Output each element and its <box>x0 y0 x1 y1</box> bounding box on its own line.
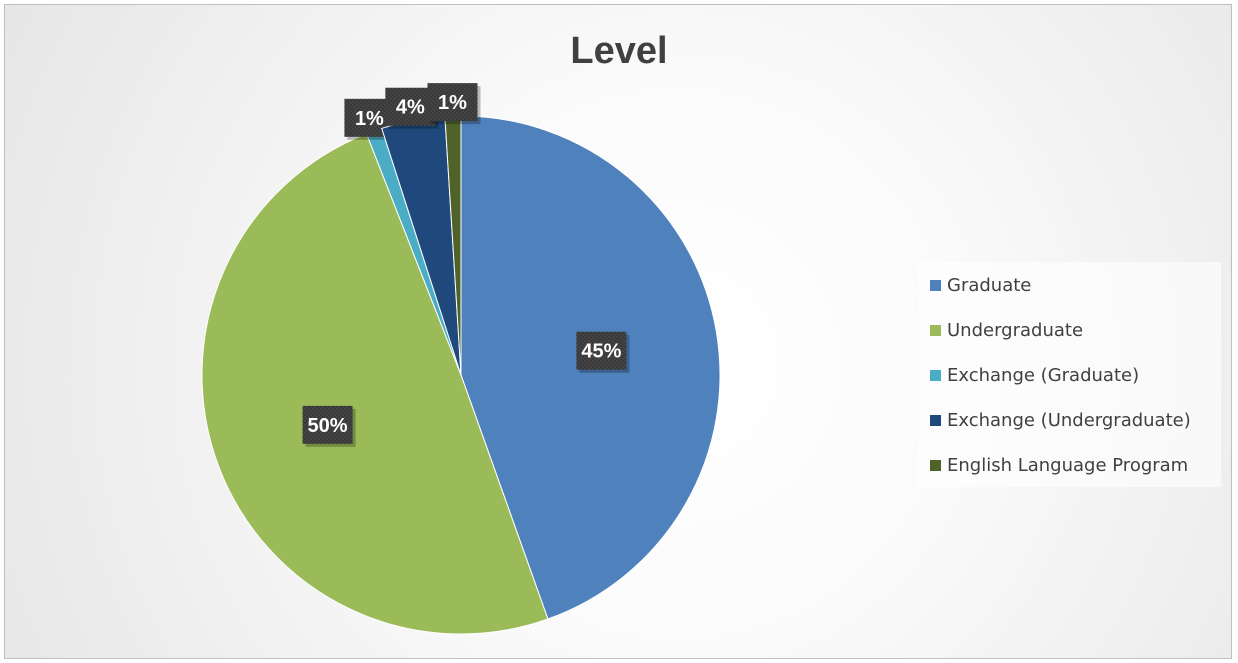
svg-text:45%: 45% <box>581 341 621 363</box>
legend-label: Exchange (Graduate) <box>947 365 1140 386</box>
legend-item-undergraduate: Undergraduate <box>930 319 1083 343</box>
legend-item-exchange-graduate: Exchange (Graduate) <box>930 364 1139 388</box>
slice-undergraduate <box>201 133 549 635</box>
chart-title: Level <box>570 30 668 72</box>
svg-text:1%: 1% <box>438 92 467 114</box>
legend-swatch <box>930 325 941 336</box>
legend-item-exchange-undergraduate: Exchange (Undergraduate) <box>930 409 1191 433</box>
legend-swatch <box>930 370 941 381</box>
legend-swatch <box>930 460 941 471</box>
data-label-undergraduate: 50% <box>302 405 356 447</box>
legend-item-graduate: Graduate <box>930 274 1031 298</box>
legend-swatch <box>930 280 941 291</box>
legend-label: Graduate <box>947 275 1032 296</box>
svg-text:50%: 50% <box>308 415 348 437</box>
legend-label: English Language Program <box>947 455 1189 476</box>
data-label-english-language-program: 1% <box>427 83 481 125</box>
legend-swatch <box>930 415 941 426</box>
legend-label: Undergraduate <box>947 320 1084 341</box>
data-label-graduate: 45% <box>576 331 630 373</box>
svg-text:4%: 4% <box>396 97 425 119</box>
legend-label: Exchange (Undergraduate) <box>947 410 1191 431</box>
chart-legend: Graduate Undergraduate Exchange (Graduate)… <box>918 262 1221 487</box>
svg-text:1%: 1% <box>355 108 384 130</box>
legend-item-english-language-program: English Language Program <box>930 454 1188 478</box>
